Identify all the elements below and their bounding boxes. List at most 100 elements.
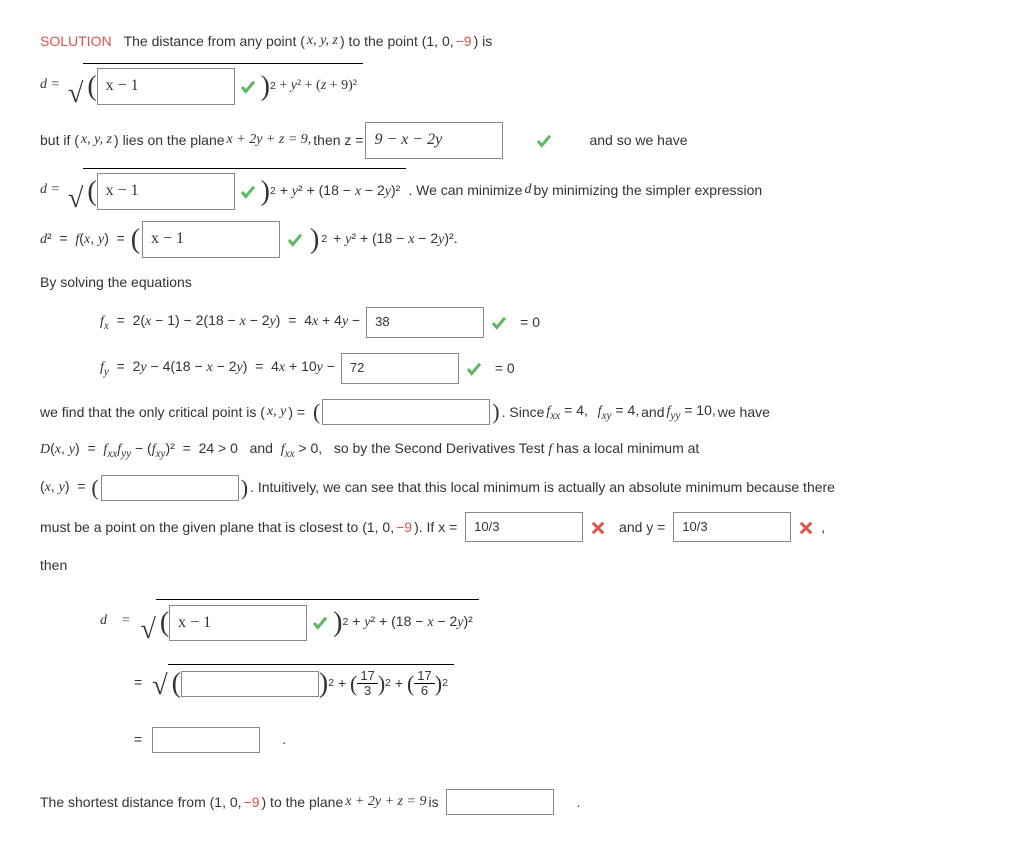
solving-text: By solving the equations <box>40 269 984 296</box>
l2-then: then z = <box>313 127 363 154</box>
crit-fyy: fyy = 10, <box>667 397 716 427</box>
equation-3: d² = f(x, y) = ( x − 1 )2 + y² + (18 − x… <box>40 221 984 259</box>
d-test-line-2: (x, y) = ( ) . Intuitively, we can see t… <box>40 473 984 502</box>
sqrt-icon: √ ( x − 1 )2 + y² + (18 − x − 2y)² <box>68 168 406 213</box>
eq2-tail-b: . We can minimize <box>408 177 522 204</box>
f3-answer-box[interactable] <box>152 727 260 753</box>
intro-vars: x, y, z <box>307 28 338 55</box>
footer-answer-box[interactable] <box>446 789 554 815</box>
footer-dot: . <box>576 789 580 816</box>
fx-answer-box[interactable]: 38 <box>366 307 484 338</box>
fx-rhs: = 0 <box>520 309 540 336</box>
eq2-d: d <box>524 177 531 204</box>
f2-equals: = <box>134 669 142 696</box>
final-eq-2: = √ ( )2 + ( 17 3 )2 + ( 17 6 <box>134 664 454 701</box>
critical-point-line: we find that the only critical point is … <box>40 397 984 427</box>
crit-post-a: . Since <box>502 399 545 426</box>
crit-answer-box[interactable] <box>322 399 490 425</box>
check-icon <box>465 349 483 387</box>
eq2-tail-a: + y² + (18 − x − 2y)² <box>276 177 401 206</box>
fx-equation: fx = 2(x − 1) − 2(18 − x − 2y) = 4x + 4y… <box>100 303 984 341</box>
footer-neg9: −9 <box>244 789 260 816</box>
eq3-answer-box[interactable]: x − 1 <box>142 221 280 257</box>
f3-equals: = <box>134 726 142 753</box>
sqrt-icon: √ ( )2 + ( 17 3 )2 + ( 17 6 )2 <box>152 664 454 701</box>
eq2-answer-box[interactable]: x − 1 <box>97 173 235 209</box>
closest-pre: must be a point on the given plane that … <box>40 514 394 541</box>
intro-neg9: −9 <box>456 28 472 55</box>
dtest-xy: (x, y) = <box>40 473 89 502</box>
fx-lhs: fx = 2(x − 1) − 2(18 − x − 2y) = 4x + 4y… <box>100 307 364 337</box>
dtest-a: D(x, y) = fxxfyy − (fxy)² = 24 > 0 and f… <box>40 435 699 465</box>
f1-answer-box[interactable]: x − 1 <box>169 605 307 641</box>
final-eq-1: d = √ ( x − 1 )2 + y² + (18 − x − 2y)² <box>100 599 479 644</box>
cross-icon <box>589 510 607 544</box>
eq2-lhs: d = <box>40 177 60 204</box>
crit-fxx: fxx = 4, <box>546 397 587 427</box>
eq3-tail: + y² + (18 − x − 2y)². <box>329 225 457 254</box>
footer-plane: x + 2y + z = 9 <box>345 789 426 816</box>
crit-pre: we find that the only critical point is … <box>40 399 265 426</box>
closest-neg9: −9 <box>396 514 412 541</box>
eq1-tail: + y² + (z + 9)² <box>276 73 357 100</box>
f3-dot: . <box>282 726 286 753</box>
check-icon <box>490 303 508 341</box>
fy-rhs: = 0 <box>495 355 515 382</box>
l2-vars: x, y, z <box>81 127 112 154</box>
footer-line: The shortest distance from (1, 0, −9 ) t… <box>40 789 984 816</box>
l2-post: and so we have <box>589 127 687 154</box>
footer-pre: The shortest distance from (1, 0, <box>40 789 242 816</box>
closest-x-box[interactable]: 10/3 <box>465 512 583 543</box>
check-icon <box>239 68 257 106</box>
fraction-17-3: 17 3 <box>357 669 377 699</box>
equation-2: d = √ ( x − 1 )2 + y² + (18 − x − 2y)² .… <box>40 168 984 213</box>
eq2-tail-c: by minimizing the simpler expression <box>533 177 762 204</box>
l2-plane: x + 2y + z = 9, <box>227 127 312 154</box>
crit-fxy: fxy = 4, <box>590 397 639 427</box>
intro-text-1: The distance from any point ( <box>124 28 305 55</box>
eq1-lhs: d = <box>40 72 60 99</box>
partial-equations: fx = 2(x − 1) − 2(18 − x − 2y) = 4x + 4y… <box>100 303 984 387</box>
intro-text-2: ) to the point (1, 0, <box>340 28 454 55</box>
dtest-post: . Intuitively, we can see that this loca… <box>250 474 835 501</box>
sqrt-icon: √ ( x − 1 )2 + y² + (18 − x − 2y)² <box>140 599 478 644</box>
intro-text-3: ) is <box>474 28 493 55</box>
final-equations: d = √ ( x − 1 )2 + y² + (18 − x − 2y)² =… <box>100 593 479 759</box>
check-icon <box>535 122 553 160</box>
d-test-line-1: D(x, y) = fxxfyy − (fxy)² = 24 > 0 and f… <box>40 435 984 465</box>
dtest-answer-box[interactable] <box>101 475 239 501</box>
eq3-lhs: d² = f(x, y) = <box>40 225 129 254</box>
closest-then: then <box>40 552 984 579</box>
f1-tail: + y² + (18 − x − 2y)² <box>348 608 473 637</box>
footer-mid: ) to the plane <box>262 789 344 816</box>
crit-and: and <box>641 399 664 426</box>
fy-lhs: fy = 2y − 4(18 − x − 2y) = 4x + 10y − <box>100 353 339 383</box>
check-icon <box>239 173 257 211</box>
solution-header: SOLUTION The distance from any point ( x… <box>40 28 984 55</box>
closest-line-1: must be a point on the given plane that … <box>40 510 984 544</box>
cross-icon <box>797 510 815 544</box>
closest-mid: ). If x = <box>414 514 457 541</box>
check-icon <box>311 604 329 642</box>
l2-answer-box[interactable]: 9 − x − 2y <box>365 122 503 158</box>
closest-comma: , <box>821 514 825 541</box>
equation-1: d = √ ( x − 1 )2 + y² + (z + 9)² <box>40 63 984 108</box>
fy-answer-box[interactable]: 72 <box>341 353 459 384</box>
line-plane-constraint: but if ( x, y, z ) lies on the plane x +… <box>40 122 984 160</box>
fy-equation: fy = 2y − 4(18 − x − 2y) = 4x + 10y − 72… <box>100 349 984 387</box>
f1-lhs: d = <box>100 608 130 635</box>
eq1-answer-box[interactable]: x − 1 <box>97 68 235 104</box>
final-eq-3: = . <box>134 726 286 753</box>
crit-mid: ) = <box>288 399 305 426</box>
crit-post-b: we have <box>718 399 770 426</box>
fraction-17-6: 17 6 <box>414 669 434 699</box>
solution-label: SOLUTION <box>40 28 112 55</box>
closest-and: and y = <box>619 514 665 541</box>
l2-mid: ) lies on the plane <box>114 127 225 154</box>
f2-answer-box[interactable] <box>181 671 319 697</box>
l2-pre: but if ( <box>40 127 79 154</box>
closest-y-box[interactable]: 10/3 <box>673 512 791 543</box>
footer-is: is <box>428 789 438 816</box>
sqrt-icon: √ ( x − 1 )2 + y² + (z + 9)² <box>68 63 363 108</box>
check-icon <box>286 221 304 259</box>
